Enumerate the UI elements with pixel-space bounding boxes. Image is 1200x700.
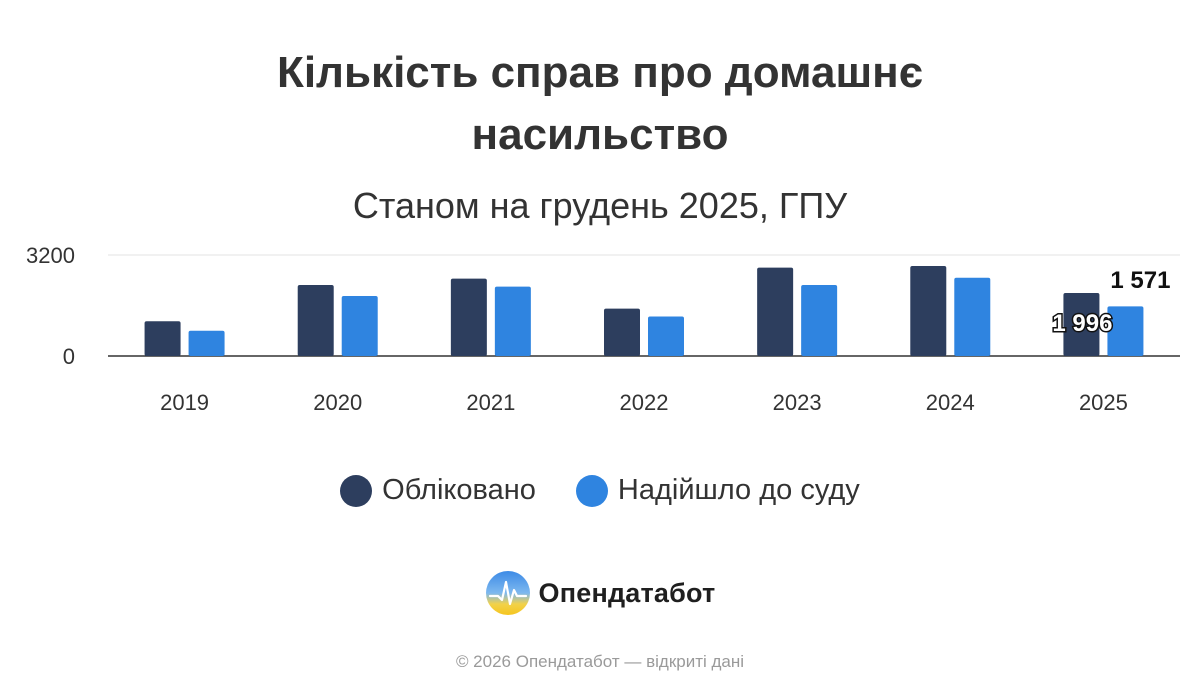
x-tick-label: 2025 xyxy=(1079,390,1128,415)
bar-chart: 3200 0 2019 2020 2021 2022 2023 2024 2025 1 996 1… xyxy=(26,243,1180,415)
chart-title-line1: Кількість справ про домашнє xyxy=(276,48,924,97)
y-tick-label: 3200 xyxy=(26,243,75,268)
legend-item-series-1[interactable]: Надійшло до суду xyxy=(575,474,860,507)
bar-0-2020 xyxy=(297,284,334,356)
bar-0-2022 xyxy=(604,308,640,356)
legend-label-series-1: Надійшло до суду xyxy=(617,474,860,506)
chart-title-line2: насильство xyxy=(471,110,729,159)
x-tick-label: 2019 xyxy=(160,390,209,415)
opendatabot-logo-icon xyxy=(485,571,530,615)
y-tick-label: 0 xyxy=(63,344,75,369)
x-tick-label: 2021 xyxy=(466,390,515,415)
bar-0-2024 xyxy=(910,266,947,356)
bar-1-2019 xyxy=(188,330,225,356)
x-tick-label: 2023 xyxy=(773,390,822,415)
x-tick-label: 2020 xyxy=(313,390,362,415)
brand: Опендатабот xyxy=(0,570,1200,616)
data-label-0: 1 996 xyxy=(1052,310,1112,337)
footer-copyright: © 2026 Опендатабот — відкриті дані xyxy=(455,652,745,671)
bar-1-2025 xyxy=(1107,306,1144,356)
bar-1-2021 xyxy=(494,286,531,356)
bar-1-2020 xyxy=(341,296,378,356)
bar-0-2019 xyxy=(144,321,181,356)
chart-legend: Обліковано Надійшло до суду xyxy=(0,474,1200,507)
bar-0-2021 xyxy=(450,278,487,356)
legend-marker-icon xyxy=(575,474,608,507)
brand-name: Опендатабот xyxy=(538,577,716,608)
chart-subtitle: Станом на грудень 2025, ГПУ xyxy=(352,185,848,226)
bar-1-2022 xyxy=(648,316,684,356)
chart-title: Кількість справ про домашнє насильство xyxy=(0,42,1200,166)
legend-item-series-0[interactable]: Обліковано xyxy=(340,474,536,507)
legend-label-series-0: Обліковано xyxy=(382,474,536,506)
bar-1-2024 xyxy=(954,277,991,356)
bar-1-2023 xyxy=(801,284,838,356)
bar-0-2025 xyxy=(1063,293,1100,356)
legend-marker-icon xyxy=(340,474,373,507)
data-label-1: 1 571 xyxy=(1110,267,1170,294)
x-tick-label: 2022 xyxy=(620,390,669,415)
x-tick-label: 2024 xyxy=(926,390,975,415)
bar-0-2023 xyxy=(757,267,794,356)
